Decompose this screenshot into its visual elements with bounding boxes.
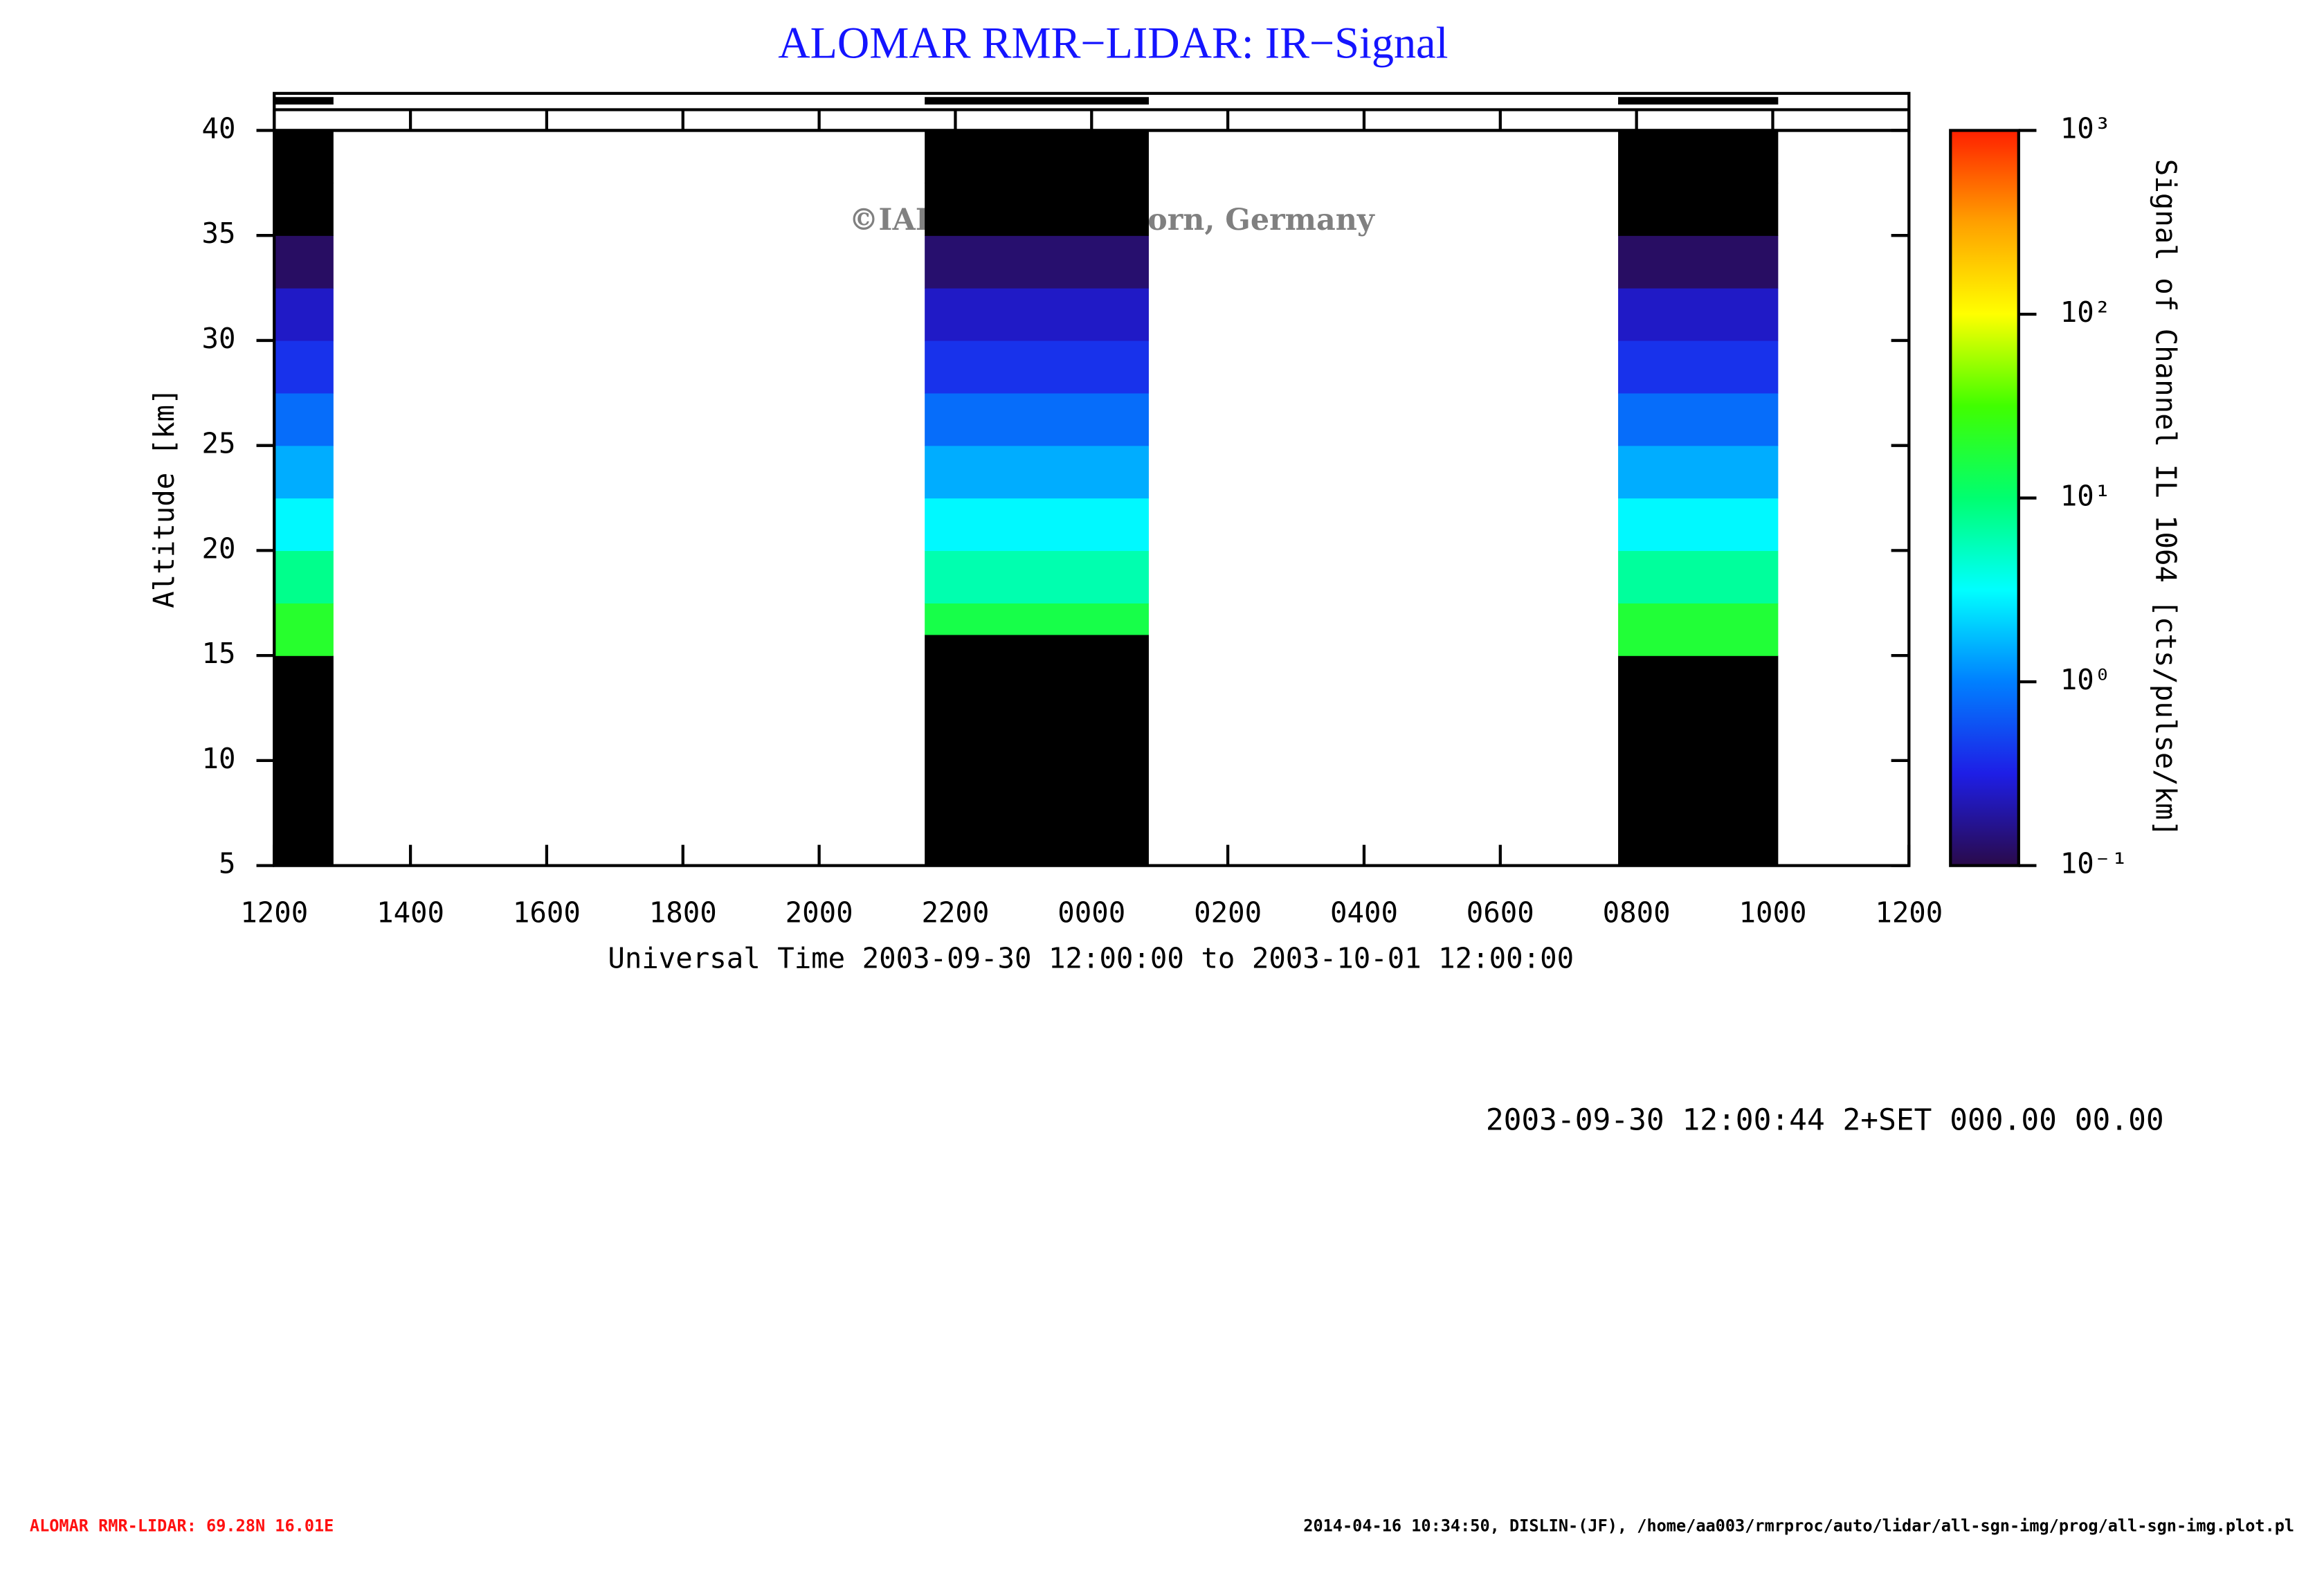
colorbar-tick-label: 10³ <box>2060 111 2111 145</box>
y-tick-label: 30 <box>202 322 236 355</box>
heatmap-cell <box>1618 603 1779 656</box>
heatmap-cell <box>925 183 1149 236</box>
heatmap-cell <box>274 340 334 394</box>
x-tick-label: 0800 <box>1603 896 1671 929</box>
heatmap-cell <box>274 445 334 499</box>
heatmap-cell <box>1618 445 1779 499</box>
heatmap-cell <box>274 288 334 341</box>
x-tick-label: 1800 <box>649 896 717 929</box>
heatmap-cell <box>274 235 334 289</box>
y-tick-label: 40 <box>202 111 236 145</box>
heatmap-cell <box>925 392 1149 446</box>
y-tick-label: 15 <box>202 637 236 670</box>
heatmap-cell <box>925 130 1149 183</box>
x-tick-label: 0600 <box>1467 896 1534 929</box>
heatmap-cell <box>274 392 334 446</box>
x-axis-label: Universal Time 2003-09-30 12:00:00 to 20… <box>608 942 1574 975</box>
heatmap-cell <box>925 498 1149 552</box>
heatmap-cell <box>1618 235 1779 289</box>
heatmap-cell <box>274 498 334 552</box>
y-tick-label: 20 <box>202 532 236 565</box>
y-tick-label: 25 <box>202 427 236 460</box>
colorbar-tick-label: 10² <box>2060 296 2111 329</box>
colorbar-label: Signal of Channel IL 1064 [cts/pulse/km] <box>2150 159 2183 837</box>
y-tick-label: 10 <box>202 742 236 775</box>
heatmap-cell <box>925 603 1149 635</box>
heatmap-cell <box>1618 288 1779 341</box>
x-tick-label: 0400 <box>1330 896 1398 929</box>
heatmap-cell <box>925 340 1149 394</box>
heatmap-cell <box>925 288 1149 341</box>
heatmap-cell <box>1618 655 1779 867</box>
heatmap-cell <box>274 130 334 183</box>
heatmap-cell <box>274 603 334 656</box>
x-tick-label: 2000 <box>786 896 853 929</box>
x-tick-label: 1000 <box>1739 896 1807 929</box>
x-tick-label: 1200 <box>1875 896 1943 929</box>
x-tick-label: 1200 <box>240 896 308 929</box>
heatmap-cell <box>274 550 334 604</box>
x-tick-label: 2200 <box>921 896 989 929</box>
heatmap-cell <box>925 445 1149 499</box>
y-axis-label: Altitude [km] <box>147 388 181 608</box>
heatmap-cell <box>1618 183 1779 236</box>
colorbar-tick-label: 10⁻¹ <box>2060 847 2128 880</box>
heatmap-cell <box>925 550 1149 604</box>
footer-left: ALOMAR RMR-LIDAR: 69.28N 16.01E <box>30 1516 334 1535</box>
heatmap-cell <box>1618 130 1779 183</box>
x-tick-label: 0200 <box>1194 896 1262 929</box>
x-tick-label: 0000 <box>1057 896 1125 929</box>
y-tick-label: 35 <box>202 217 236 250</box>
heatmap-cell <box>925 235 1149 289</box>
heatmap-cell <box>274 655 334 867</box>
heatmap-cell <box>925 634 1149 867</box>
y-tick-label: 5 <box>219 847 236 880</box>
colorbar-tick-label: 10⁰ <box>2060 663 2111 696</box>
stamp: 2003-09-30 12:00:44 2+SET 000.00 00.00 <box>1486 1103 2164 1138</box>
heatmap-cell <box>274 183 334 236</box>
x-tick-label: 1400 <box>376 896 444 929</box>
heatmap-cell <box>1618 498 1779 552</box>
colorbar <box>1950 130 2019 866</box>
colorbar-tick-label: 10¹ <box>2060 480 2111 513</box>
heatmap-cell <box>1618 340 1779 394</box>
x-tick-label: 1600 <box>513 896 581 929</box>
footer-right: 2014-04-16 10:34:50, DISLIN-(JF), /home/… <box>1303 1516 2294 1535</box>
heatmap-cell <box>1618 550 1779 604</box>
chart-title: ALOMAR RMR−LIDAR: IR−Signal <box>778 18 1448 67</box>
heatmap-cell <box>1618 392 1779 446</box>
